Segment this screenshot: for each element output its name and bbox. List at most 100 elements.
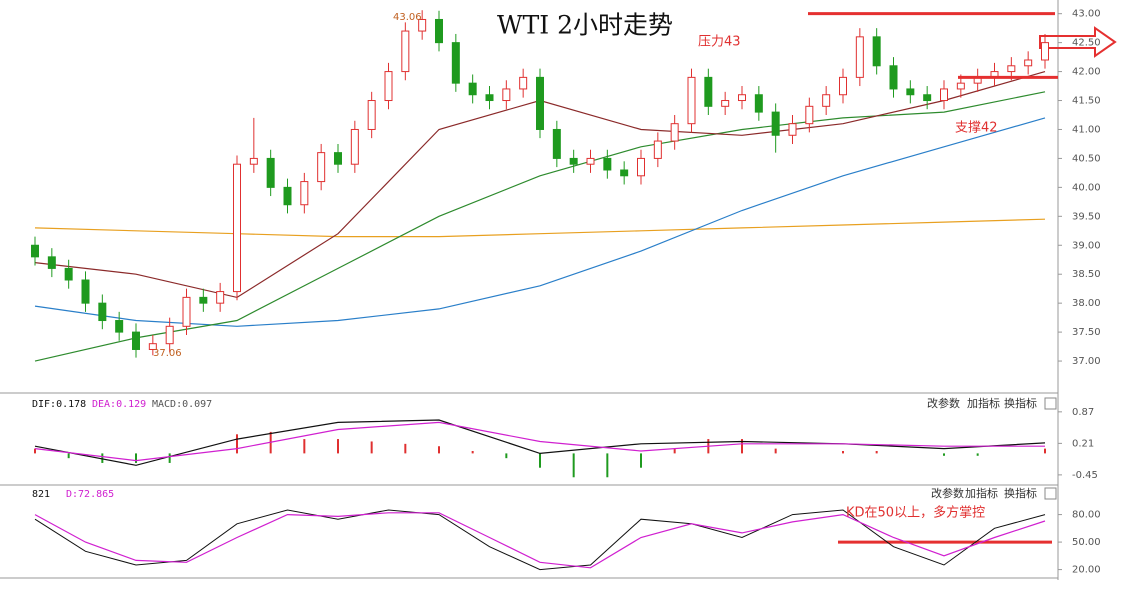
y-tick-label: 43.00: [1072, 9, 1101, 20]
indicator-legend: D:72.865: [66, 489, 114, 500]
button[interactable]: 加指标: [967, 396, 1000, 410]
y-tick-label: 39.50: [1072, 211, 1101, 222]
indicator-legend: MACD:0.097: [152, 399, 212, 410]
candle-body: [653, 140, 662, 159]
y-tick-label: 40.50: [1072, 153, 1101, 164]
candle-body: [1024, 59, 1033, 67]
candle-body: [586, 157, 595, 165]
dif-line: [34, 419, 1046, 466]
moving-average: [34, 117, 1046, 327]
y-tick-label: -0.45: [1072, 470, 1098, 481]
candle-body: [906, 88, 915, 96]
candle-body: [788, 123, 797, 136]
y-tick-label: 50.00: [1072, 537, 1101, 548]
candle-body: [182, 296, 191, 327]
y-tick-label: 40.00: [1072, 182, 1101, 193]
candle-body: [233, 163, 241, 293]
next-arrow[interactable]: [1039, 26, 1117, 58]
y-tick-label: 41.50: [1072, 96, 1101, 107]
candle-body: [839, 76, 847, 96]
candle-body: [805, 105, 814, 125]
candle-body: [822, 94, 831, 107]
candle-body: [64, 267, 73, 281]
annotation: 43.06: [393, 12, 422, 23]
y-tick-label: 41.00: [1072, 124, 1101, 135]
candle-body: [721, 100, 730, 107]
candle-body: [367, 100, 376, 130]
close-button[interactable]: [1044, 397, 1057, 410]
candle-body: [536, 76, 544, 130]
candle-body: [148, 343, 157, 350]
candle-body: [317, 152, 326, 183]
candle-body: [670, 123, 679, 142]
candle-body: [754, 94, 763, 113]
close-button[interactable]: [1044, 487, 1057, 500]
candle-body: [519, 76, 528, 90]
candle-body: [1041, 42, 1049, 61]
candle-body: [199, 296, 208, 304]
y-tick-label: 0.21: [1072, 438, 1094, 449]
candle-body: [872, 36, 881, 67]
indicator-legend: 821: [32, 489, 50, 500]
candle-body: [132, 331, 140, 350]
candle-body: [771, 111, 780, 136]
candle-body: [569, 157, 578, 165]
button[interactable]: 换指标: [1004, 486, 1037, 500]
y-tick-label: 37.00: [1072, 356, 1101, 367]
candle-body: [47, 256, 56, 269]
candle-body: [468, 82, 477, 96]
candle-body: [637, 157, 645, 177]
chart-title: WTI 2小时走势: [497, 11, 673, 40]
y-tick-label: 0.87: [1072, 407, 1094, 418]
button[interactable]: 加指标: [965, 486, 998, 500]
candle-body: [31, 244, 39, 258]
candle-body: [940, 88, 948, 102]
y-tick-label: 39.00: [1072, 240, 1101, 251]
candle-body: [923, 94, 932, 102]
candle-body: [249, 157, 258, 165]
candle-body: [300, 181, 309, 206]
candle-body: [485, 94, 494, 102]
candle-body: [1007, 65, 1016, 73]
annotation: 支撑42: [955, 121, 998, 136]
candle-body: [266, 157, 275, 188]
y-tick-label: 42.00: [1072, 67, 1101, 78]
y-tick-label: 38.00: [1072, 298, 1101, 309]
indicator-legend: DEA:0.129: [92, 399, 146, 410]
candle-body: [165, 325, 174, 345]
candle-body: [418, 18, 427, 32]
candle-body: [435, 18, 443, 44]
candle-body: [704, 76, 713, 107]
candle-body: [687, 76, 696, 125]
button[interactable]: 换指标: [1004, 396, 1037, 410]
candle-body: [401, 30, 410, 73]
arrow-icon[interactable]: [1039, 26, 1117, 58]
candle-body: [334, 152, 342, 165]
candle-body: [889, 65, 898, 90]
candle-body: [956, 82, 965, 90]
button[interactable]: 改参数: [927, 396, 960, 410]
candle-body: [98, 302, 107, 322]
candle-body: [603, 157, 612, 171]
indicator-legend: DIF:0.178: [32, 399, 86, 410]
y-tick-label: 42.50: [1072, 38, 1101, 49]
candle-body: [350, 128, 359, 165]
candle-body: [502, 88, 511, 102]
candle-body: [738, 94, 746, 102]
y-tick-label: 80.00: [1072, 510, 1101, 521]
dea-line: [34, 421, 1045, 462]
annotation: 压力43: [698, 35, 741, 50]
candle-body: [451, 42, 460, 84]
candle-body: [115, 320, 124, 333]
moving-average: [34, 218, 1046, 238]
y-tick-label: 20.00: [1072, 565, 1101, 576]
button[interactable]: 改参数: [931, 486, 964, 500]
d-line: [34, 512, 1046, 569]
annotation: 37.06: [153, 348, 182, 359]
candle-body: [552, 128, 561, 159]
candle-body: [283, 186, 292, 206]
candle-body: [620, 169, 629, 177]
k-line: [34, 509, 1046, 571]
candle-body: [384, 71, 393, 102]
